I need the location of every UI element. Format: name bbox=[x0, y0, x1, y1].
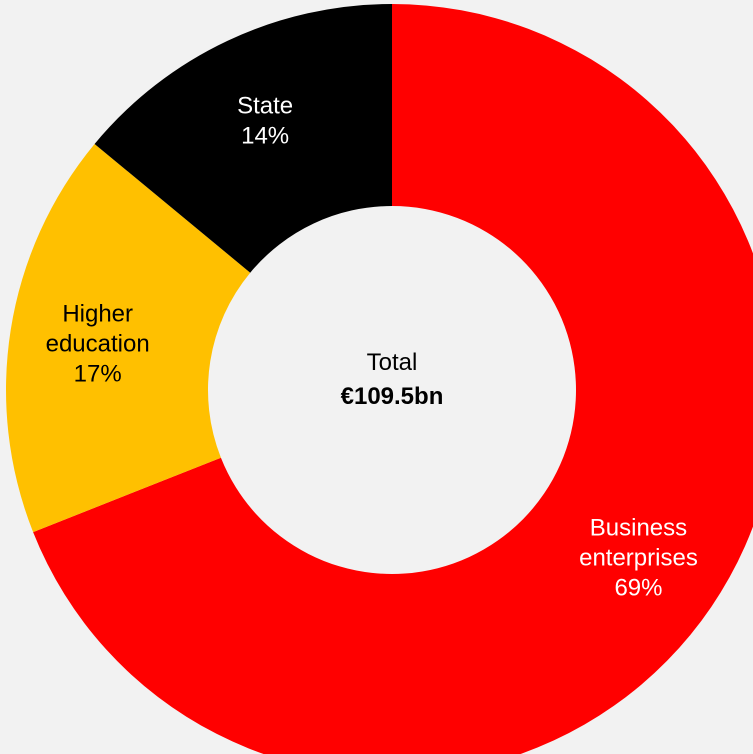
slice-value-label: 14% bbox=[241, 122, 289, 149]
slice-name-line: Higher bbox=[62, 300, 133, 327]
slice-value-label: 17% bbox=[74, 360, 122, 387]
slice-labels: Business enterprises 69% Higher education 17%… bbox=[46, 92, 698, 601]
center-value: €109.5bn bbox=[341, 383, 444, 410]
slice-name-line: State bbox=[237, 92, 293, 119]
slice-higher-education bbox=[6, 143, 251, 533]
center-label: Total €109.5bn bbox=[341, 349, 444, 410]
slice-label-state: State 14% bbox=[237, 92, 293, 149]
center-title: Total bbox=[367, 349, 418, 376]
slice-name-line: education bbox=[46, 330, 150, 357]
slice-label-higher-education: Higher education 17% bbox=[46, 300, 150, 387]
donut-slices bbox=[6, 4, 753, 754]
slice-state bbox=[94, 4, 393, 273]
slice-name-line: Business bbox=[590, 515, 687, 542]
slice-label-business-enterprises: Business enterprises 69% bbox=[579, 515, 698, 602]
slice-name-line: enterprises bbox=[579, 545, 698, 572]
slice-value-label: 69% bbox=[614, 575, 662, 602]
slice-business-enterprises bbox=[33, 4, 753, 754]
